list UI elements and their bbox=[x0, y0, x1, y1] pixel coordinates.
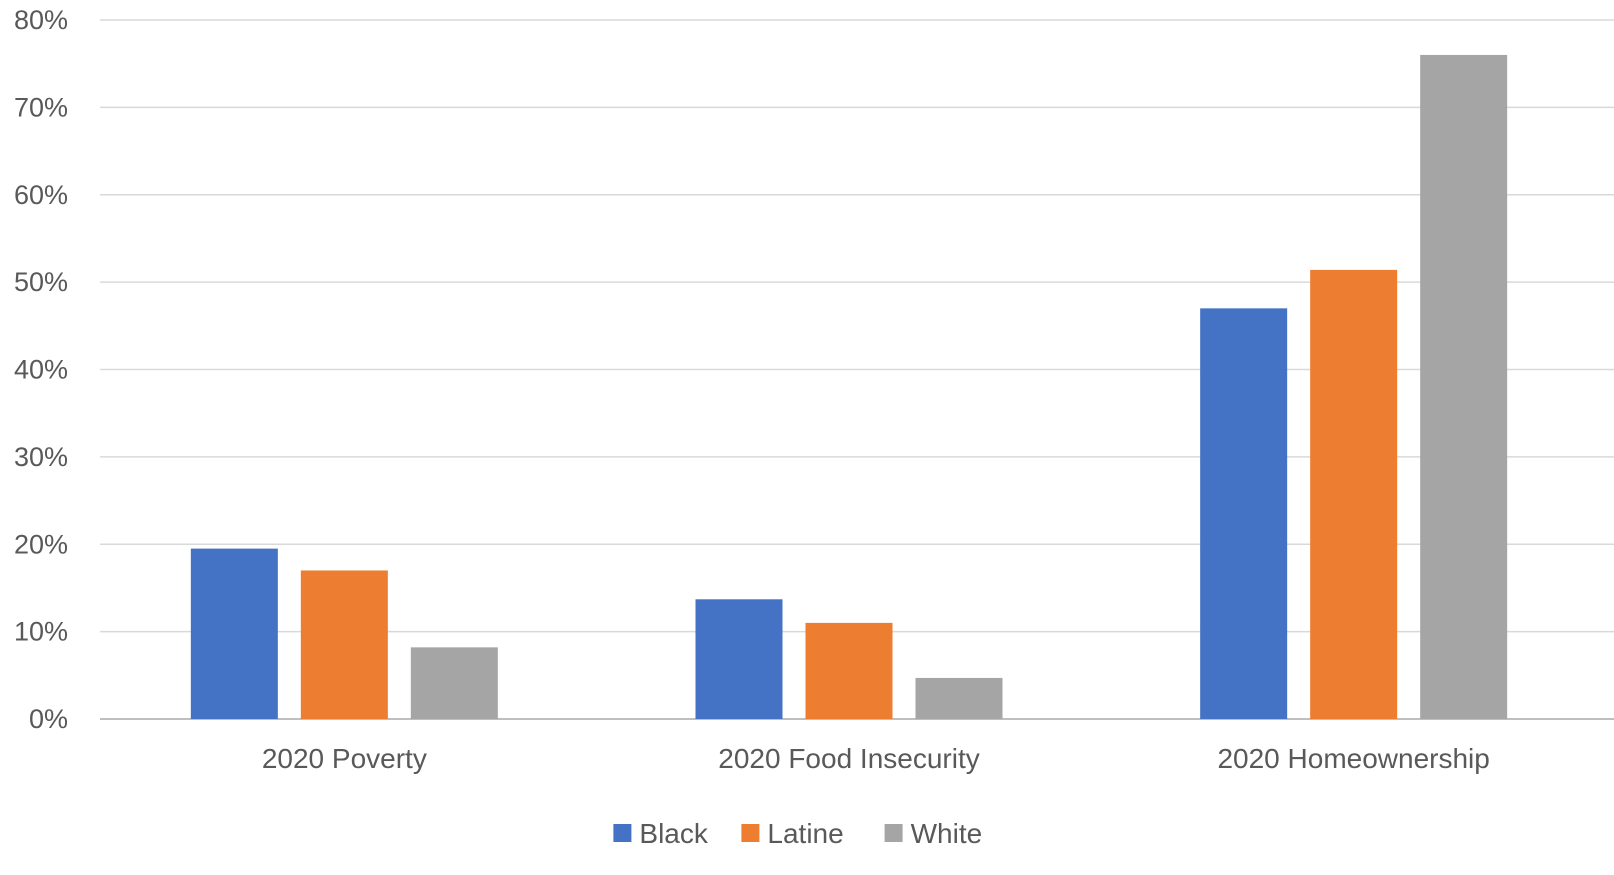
y-tick-label: 40% bbox=[14, 355, 68, 385]
legend-label-latine: Latine bbox=[767, 818, 843, 849]
y-tick-label: 20% bbox=[14, 529, 68, 559]
y-tick-label: 50% bbox=[14, 267, 68, 297]
y-tick-label: 0% bbox=[29, 704, 68, 734]
bar-black-3[interactable] bbox=[1200, 308, 1288, 719]
bar-white-2[interactable] bbox=[915, 677, 1003, 719]
y-tick-label: 30% bbox=[14, 442, 68, 472]
legend-swatch-black bbox=[613, 824, 632, 842]
x-tick-label: 2020 Food Insecurity bbox=[718, 743, 980, 774]
x-tick-label: 2020 Homeownership bbox=[1217, 743, 1489, 774]
bar-latine-3[interactable] bbox=[1310, 269, 1398, 719]
y-tick-label: 80% bbox=[14, 5, 68, 35]
bar-black-2[interactable] bbox=[695, 599, 783, 719]
bar-black-1[interactable] bbox=[190, 548, 278, 719]
legend-label-black: Black bbox=[639, 818, 708, 849]
y-tick-label: 60% bbox=[14, 180, 68, 210]
legend-label-white: White bbox=[911, 818, 983, 849]
y-tick-label: 10% bbox=[14, 617, 68, 647]
legend-swatch-white bbox=[884, 824, 903, 842]
bar-white-1[interactable] bbox=[410, 647, 498, 719]
legend-swatch-latine bbox=[741, 824, 760, 842]
bar-latine-1[interactable] bbox=[300, 570, 388, 719]
bar-latine-2[interactable] bbox=[805, 622, 893, 719]
bar-white-3[interactable] bbox=[1420, 54, 1508, 719]
x-tick-label: 2020 Poverty bbox=[262, 743, 427, 774]
y-tick-label: 70% bbox=[14, 92, 68, 122]
